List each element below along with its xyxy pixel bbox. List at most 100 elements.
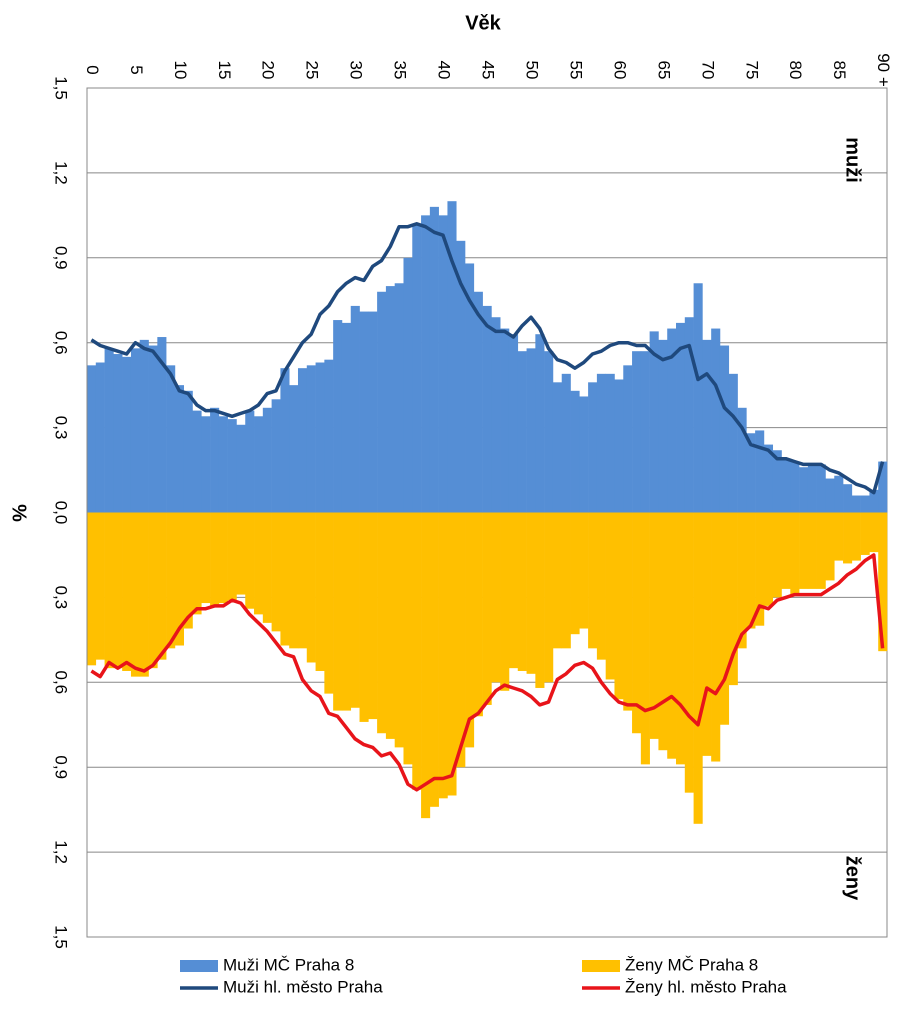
bar: [456, 240, 466, 513]
bar: [157, 512, 167, 660]
bar: [500, 328, 510, 513]
bar: [139, 339, 149, 513]
bar: [843, 512, 853, 564]
bar: [851, 495, 861, 513]
bar: [816, 512, 826, 589]
x-tick-label: 80: [786, 61, 805, 80]
bar: [377, 291, 387, 513]
bar: [860, 495, 870, 513]
bar: [262, 512, 272, 623]
bar: [676, 512, 686, 765]
x-tick-label: 70: [698, 61, 717, 80]
bar: [711, 328, 721, 513]
bar: [508, 512, 519, 669]
bar: [596, 373, 606, 513]
bar: [174, 385, 185, 513]
x-axis-title: Věk: [465, 12, 501, 34]
bar: [825, 512, 835, 581]
bar: [711, 512, 721, 762]
bar: [174, 512, 185, 646]
y-axis-title: %: [8, 504, 30, 522]
bar: [702, 512, 712, 756]
bar: [482, 305, 492, 513]
bar: [394, 283, 404, 513]
y-tick-label: 1,5: [52, 925, 71, 949]
bar: [333, 512, 343, 711]
bar: [807, 512, 817, 589]
y-tick-label: 1,2: [52, 161, 71, 185]
bar: [359, 311, 369, 513]
bar: [218, 416, 228, 513]
bar: [87, 512, 97, 666]
bar: [667, 328, 677, 513]
annotation: muži: [842, 137, 864, 183]
bar: [289, 385, 299, 513]
bar: [614, 512, 624, 700]
bar: [421, 215, 431, 513]
bar: [429, 512, 439, 807]
bar: [280, 512, 290, 646]
bar: [254, 416, 264, 513]
bar: [113, 512, 123, 669]
bar: [359, 512, 369, 722]
bar: [113, 354, 123, 513]
bar: [719, 345, 730, 513]
y-tick-label: 0,3: [52, 416, 71, 440]
bar: [605, 373, 615, 513]
y-tick-label: 0,6: [52, 331, 71, 355]
bar: [104, 348, 114, 513]
legend-label: Muži hl. město Praha: [223, 977, 383, 996]
bar: [271, 512, 281, 632]
x-tick-label: 15: [215, 61, 234, 80]
bar: [579, 512, 589, 629]
bar: [473, 512, 483, 717]
bar: [878, 461, 888, 513]
y-tick-label: 1,5: [52, 76, 71, 100]
bar: [192, 410, 202, 513]
bar: [341, 322, 352, 513]
annotation: ženy: [842, 856, 864, 901]
bar: [341, 512, 352, 711]
bar: [719, 512, 730, 725]
bar: [658, 512, 668, 751]
y-tick-label: 0,6: [52, 670, 71, 694]
x-tick-label: 40: [435, 61, 454, 80]
bar: [297, 368, 308, 513]
bar: [834, 512, 844, 561]
bar: [262, 407, 272, 513]
bar: [350, 512, 360, 708]
bar: [166, 365, 176, 513]
bar: [377, 512, 387, 734]
bar: [210, 512, 220, 606]
bar: [245, 410, 255, 513]
x-tick-label: 0: [83, 65, 102, 74]
bar: [421, 512, 431, 819]
bar: [333, 320, 343, 513]
bar: [157, 337, 167, 513]
bar: [368, 311, 378, 513]
bar: [737, 407, 747, 513]
bar: [218, 512, 228, 604]
bar: [271, 399, 281, 513]
bar: [763, 444, 774, 513]
bar: [447, 512, 457, 796]
bar: [570, 512, 580, 635]
bar: [236, 424, 246, 513]
bar: [790, 512, 800, 595]
y-tick-label: 0,0: [52, 501, 71, 525]
x-tick-label: 60: [610, 61, 629, 80]
bar: [632, 351, 642, 513]
bar: [799, 467, 809, 513]
bar: [693, 283, 703, 513]
bar: [737, 512, 747, 649]
bar: [684, 317, 694, 513]
bar: [834, 475, 844, 513]
bar: [632, 512, 642, 734]
bar: [183, 390, 193, 513]
bar: [605, 512, 615, 680]
bar: [280, 368, 290, 513]
bar: [447, 201, 457, 513]
bar: [122, 356, 132, 513]
bar: [315, 512, 325, 671]
bar: [684, 512, 694, 793]
